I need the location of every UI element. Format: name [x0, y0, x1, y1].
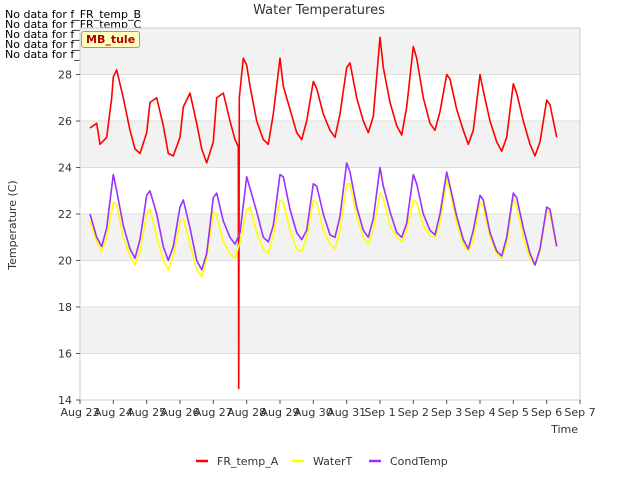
legend-item: CondTemp — [369, 455, 448, 468]
x-tick-label: Sep 3 — [431, 406, 462, 419]
y-axis-label: Temperature (C) — [6, 180, 19, 270]
x-axis-label: Time — [550, 423, 578, 436]
grid — [80, 28, 580, 401]
legend-label: CondTemp — [390, 455, 448, 468]
grid-band — [80, 214, 580, 261]
x-tick-label: Aug 23 — [61, 406, 100, 419]
y-tick-label: 20 — [58, 255, 72, 268]
series-line-watert — [89, 178, 558, 278]
grid-band — [80, 28, 580, 75]
site-badge: MB_tule — [81, 31, 141, 48]
legend: FR_temp_A WaterT CondTemp — [196, 455, 448, 468]
y-tick-label: 22 — [58, 208, 72, 221]
x-tick-label: Aug 26 — [161, 406, 200, 419]
x-tick-label: Aug 30 — [294, 406, 333, 419]
y-tick-label: 26 — [58, 115, 72, 128]
grid-band — [80, 307, 580, 354]
no-data-notice: No data for f_Temp_Inlet — [5, 38, 139, 51]
series-layer — [89, 36, 558, 390]
legend-item: WaterT — [292, 455, 353, 468]
x-tick-label: Aug 27 — [194, 406, 233, 419]
legend-item: FR_temp_A — [196, 455, 279, 468]
x-tick-label: Sep 1 — [364, 406, 395, 419]
y-tick-label: 28 — [58, 69, 72, 82]
series-line-condtemp — [89, 162, 558, 271]
x-tick-label: Aug 28 — [227, 406, 266, 419]
no-data-notice: No data for f_FD_Temp_1 — [5, 28, 142, 41]
y-tick-label: 16 — [58, 348, 72, 361]
legend-label: FR_temp_A — [217, 455, 279, 468]
series-line-fr-temp-a — [89, 36, 558, 390]
y-tick-label: 24 — [58, 162, 72, 175]
x-tick-label: Sep 6 — [531, 406, 562, 419]
chart-title: Water Temperatures — [253, 3, 385, 18]
x-tick-label: Sep 2 — [398, 406, 429, 419]
x-tick-label: Sep 7 — [564, 406, 595, 419]
x-tick-label: Sep 5 — [498, 406, 529, 419]
x-tick-label: Aug 24 — [94, 406, 133, 419]
no-data-notice: No data for f_FR_temp_C — [5, 18, 142, 31]
x-tick-label: Aug 31 — [327, 406, 366, 419]
x-tick-label: Aug 25 — [127, 406, 166, 419]
x-tick-label: Aug 29 — [261, 406, 300, 419]
y-tick-label: 14 — [58, 394, 72, 407]
x-tick-label: Sep 4 — [464, 406, 495, 419]
legend-label: WaterT — [313, 455, 353, 468]
y-tick-label: 18 — [58, 301, 72, 314]
no-data-notice: No data for f_FR_temp_B — [5, 8, 142, 21]
